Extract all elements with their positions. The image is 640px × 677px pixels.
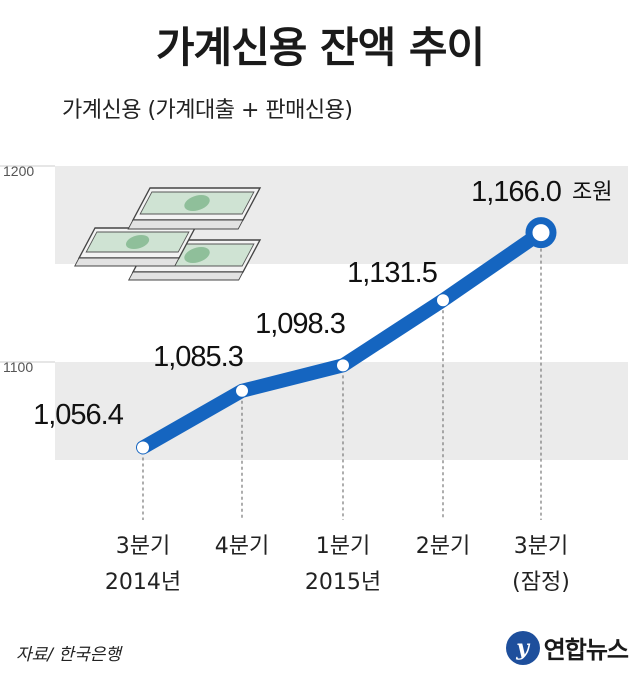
unit-label: 조원 bbox=[572, 180, 612, 205]
chart-title: 가계신용 잔액 추이 bbox=[155, 23, 485, 72]
data-label: 1,166.0 bbox=[471, 176, 561, 208]
y-tick-label: 1200 bbox=[3, 163, 34, 179]
x-category-label: 3분기 bbox=[116, 534, 170, 559]
data-point bbox=[437, 294, 449, 307]
data-point bbox=[236, 384, 248, 397]
x-category-label: 2014년 bbox=[105, 570, 181, 595]
money-bundle-icon bbox=[74, 187, 262, 281]
data-label: 1,056.4 bbox=[33, 399, 124, 431]
data-label: 1,131.5 bbox=[347, 257, 437, 289]
data-point bbox=[137, 441, 149, 454]
data-label: 1,098.3 bbox=[255, 308, 345, 340]
data-point bbox=[525, 217, 557, 249]
x-category-label: 2015년 bbox=[305, 570, 381, 595]
x-category-label: 4분기 bbox=[215, 534, 269, 559]
x-category-label: 2분기 bbox=[416, 534, 470, 559]
chart-subtitle: 가계신용 (가계대출 + 판매신용) bbox=[62, 98, 353, 123]
source-note: 자료/ 한국은행 bbox=[16, 645, 121, 665]
x-category-label: 3분기 bbox=[514, 534, 568, 559]
data-label: 1,085.3 bbox=[153, 341, 243, 373]
data-point bbox=[337, 359, 349, 372]
brand-name: 연합뉴스 bbox=[543, 636, 629, 664]
y-tick-label: 1100 bbox=[3, 359, 33, 375]
brand-logo-icon: y bbox=[505, 630, 540, 665]
brand-mark: y 연합뉴스 bbox=[505, 630, 629, 665]
x-category-label: 1분기 bbox=[316, 534, 370, 559]
x-category-label: (잠정) bbox=[512, 570, 570, 595]
